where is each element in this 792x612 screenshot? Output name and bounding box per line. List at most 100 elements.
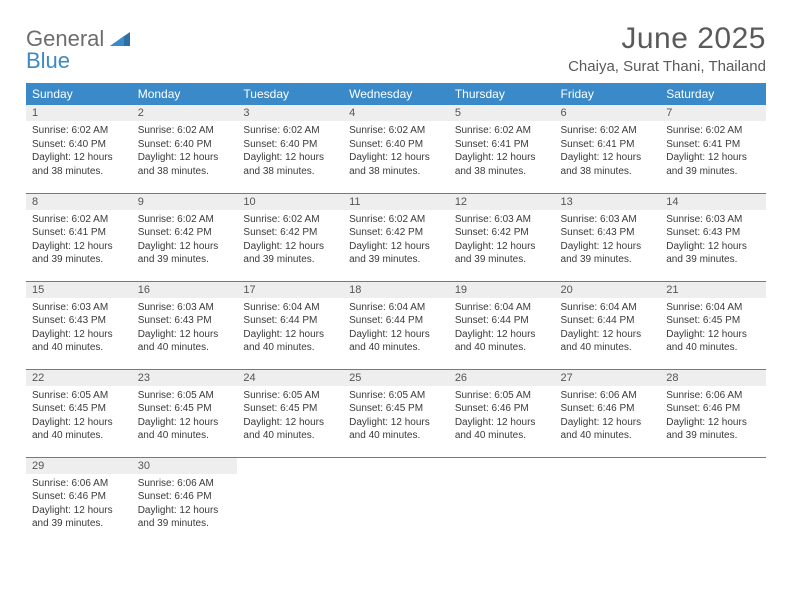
calendar-day-cell: 26Sunrise: 6:05 AMSunset: 6:46 PMDayligh… — [449, 369, 555, 457]
day-details: Sunrise: 6:05 AMSunset: 6:45 PMDaylight:… — [132, 386, 238, 447]
day-number: 22 — [26, 370, 132, 386]
day-details: Sunrise: 6:04 AMSunset: 6:44 PMDaylight:… — [237, 298, 343, 359]
day-details: Sunrise: 6:05 AMSunset: 6:45 PMDaylight:… — [26, 386, 132, 447]
calendar-day-cell: 17Sunrise: 6:04 AMSunset: 6:44 PMDayligh… — [237, 281, 343, 369]
day-details: Sunrise: 6:02 AMSunset: 6:40 PMDaylight:… — [132, 121, 238, 182]
calendar-day-cell: 16Sunrise: 6:03 AMSunset: 6:43 PMDayligh… — [132, 281, 238, 369]
day-details: Sunrise: 6:02 AMSunset: 6:40 PMDaylight:… — [237, 121, 343, 182]
day-number: 18 — [343, 282, 449, 298]
calendar-day-cell: 10Sunrise: 6:02 AMSunset: 6:42 PMDayligh… — [237, 193, 343, 281]
calendar-day-cell: 15Sunrise: 6:03 AMSunset: 6:43 PMDayligh… — [26, 281, 132, 369]
calendar-day-cell: 18Sunrise: 6:04 AMSunset: 6:44 PMDayligh… — [343, 281, 449, 369]
day-number: 14 — [660, 194, 766, 210]
calendar-day-cell: 2Sunrise: 6:02 AMSunset: 6:40 PMDaylight… — [132, 105, 238, 193]
calendar-day-cell: 6Sunrise: 6:02 AMSunset: 6:41 PMDaylight… — [555, 105, 661, 193]
brand-logo: General Blue — [26, 22, 130, 72]
day-number: 25 — [343, 370, 449, 386]
day-number: 13 — [555, 194, 661, 210]
day-number: 16 — [132, 282, 238, 298]
calendar-day-cell: 4Sunrise: 6:02 AMSunset: 6:40 PMDaylight… — [343, 105, 449, 193]
day-details: Sunrise: 6:03 AMSunset: 6:43 PMDaylight:… — [555, 210, 661, 271]
calendar-day-cell: 11Sunrise: 6:02 AMSunset: 6:42 PMDayligh… — [343, 193, 449, 281]
calendar-day-cell: 27Sunrise: 6:06 AMSunset: 6:46 PMDayligh… — [555, 369, 661, 457]
calendar-day-cell: 9Sunrise: 6:02 AMSunset: 6:42 PMDaylight… — [132, 193, 238, 281]
day-number: 11 — [343, 194, 449, 210]
brand-word2: Blue — [26, 48, 70, 73]
day-details: Sunrise: 6:02 AMSunset: 6:42 PMDaylight:… — [132, 210, 238, 271]
day-details: Sunrise: 6:06 AMSunset: 6:46 PMDaylight:… — [132, 474, 238, 535]
day-details: Sunrise: 6:03 AMSunset: 6:43 PMDaylight:… — [132, 298, 238, 359]
weekday-header: Sunday — [26, 83, 132, 105]
month-title: June 2025 — [568, 22, 766, 56]
day-number: 8 — [26, 194, 132, 210]
day-details: Sunrise: 6:06 AMSunset: 6:46 PMDaylight:… — [26, 474, 132, 535]
day-number: 29 — [26, 458, 132, 474]
calendar-day-cell: 12Sunrise: 6:03 AMSunset: 6:42 PMDayligh… — [449, 193, 555, 281]
day-number: 30 — [132, 458, 238, 474]
day-number: 6 — [555, 105, 661, 121]
weekday-header: Saturday — [660, 83, 766, 105]
day-number: 4 — [343, 105, 449, 121]
calendar-day-cell: 24Sunrise: 6:05 AMSunset: 6:45 PMDayligh… — [237, 369, 343, 457]
day-number: 19 — [449, 282, 555, 298]
calendar-table: Sunday Monday Tuesday Wednesday Thursday… — [26, 83, 766, 545]
day-number: 23 — [132, 370, 238, 386]
location-text: Chaiya, Surat Thani, Thailand — [568, 58, 766, 75]
calendar-day-cell — [555, 457, 661, 545]
day-details: Sunrise: 6:03 AMSunset: 6:43 PMDaylight:… — [26, 298, 132, 359]
day-details: Sunrise: 6:04 AMSunset: 6:44 PMDaylight:… — [449, 298, 555, 359]
day-number: 17 — [237, 282, 343, 298]
day-details: Sunrise: 6:04 AMSunset: 6:44 PMDaylight:… — [555, 298, 661, 359]
day-number: 12 — [449, 194, 555, 210]
day-details: Sunrise: 6:02 AMSunset: 6:41 PMDaylight:… — [555, 121, 661, 182]
title-block: June 2025 Chaiya, Surat Thani, Thailand — [568, 22, 766, 75]
day-number: 2 — [132, 105, 238, 121]
weekday-header: Tuesday — [237, 83, 343, 105]
calendar-day-cell: 28Sunrise: 6:06 AMSunset: 6:46 PMDayligh… — [660, 369, 766, 457]
day-details: Sunrise: 6:02 AMSunset: 6:41 PMDaylight:… — [26, 210, 132, 271]
day-number: 24 — [237, 370, 343, 386]
day-details: Sunrise: 6:05 AMSunset: 6:46 PMDaylight:… — [449, 386, 555, 447]
calendar-day-cell: 8Sunrise: 6:02 AMSunset: 6:41 PMDaylight… — [26, 193, 132, 281]
calendar-day-cell: 7Sunrise: 6:02 AMSunset: 6:41 PMDaylight… — [660, 105, 766, 193]
calendar-day-cell: 19Sunrise: 6:04 AMSunset: 6:44 PMDayligh… — [449, 281, 555, 369]
calendar-day-cell — [449, 457, 555, 545]
header: General Blue June 2025 Chaiya, Surat Tha… — [26, 22, 766, 75]
calendar-day-cell — [237, 457, 343, 545]
calendar-day-cell: 23Sunrise: 6:05 AMSunset: 6:45 PMDayligh… — [132, 369, 238, 457]
calendar-day-cell: 21Sunrise: 6:04 AMSunset: 6:45 PMDayligh… — [660, 281, 766, 369]
day-details: Sunrise: 6:05 AMSunset: 6:45 PMDaylight:… — [343, 386, 449, 447]
weekday-header: Thursday — [449, 83, 555, 105]
calendar-week-row: 29Sunrise: 6:06 AMSunset: 6:46 PMDayligh… — [26, 457, 766, 545]
day-number: 7 — [660, 105, 766, 121]
calendar-day-cell: 25Sunrise: 6:05 AMSunset: 6:45 PMDayligh… — [343, 369, 449, 457]
weekday-header: Wednesday — [343, 83, 449, 105]
day-number: 5 — [449, 105, 555, 121]
day-number: 21 — [660, 282, 766, 298]
day-details: Sunrise: 6:05 AMSunset: 6:45 PMDaylight:… — [237, 386, 343, 447]
weekday-header: Monday — [132, 83, 238, 105]
day-number: 15 — [26, 282, 132, 298]
day-details: Sunrise: 6:02 AMSunset: 6:40 PMDaylight:… — [343, 121, 449, 182]
calendar-day-cell: 5Sunrise: 6:02 AMSunset: 6:41 PMDaylight… — [449, 105, 555, 193]
weekday-header-row: Sunday Monday Tuesday Wednesday Thursday… — [26, 83, 766, 105]
calendar-page: General Blue June 2025 Chaiya, Surat Tha… — [0, 0, 792, 555]
day-details: Sunrise: 6:03 AMSunset: 6:43 PMDaylight:… — [660, 210, 766, 271]
calendar-day-cell — [343, 457, 449, 545]
day-details: Sunrise: 6:02 AMSunset: 6:42 PMDaylight:… — [343, 210, 449, 271]
calendar-week-row: 22Sunrise: 6:05 AMSunset: 6:45 PMDayligh… — [26, 369, 766, 457]
weekday-header: Friday — [555, 83, 661, 105]
day-details: Sunrise: 6:04 AMSunset: 6:44 PMDaylight:… — [343, 298, 449, 359]
calendar-day-cell: 29Sunrise: 6:06 AMSunset: 6:46 PMDayligh… — [26, 457, 132, 545]
calendar-day-cell: 3Sunrise: 6:02 AMSunset: 6:40 PMDaylight… — [237, 105, 343, 193]
day-number: 3 — [237, 105, 343, 121]
brand-text: General Blue — [26, 28, 130, 72]
day-details: Sunrise: 6:06 AMSunset: 6:46 PMDaylight:… — [555, 386, 661, 447]
day-details: Sunrise: 6:02 AMSunset: 6:40 PMDaylight:… — [26, 121, 132, 182]
day-details: Sunrise: 6:02 AMSunset: 6:41 PMDaylight:… — [660, 121, 766, 182]
calendar-day-cell: 30Sunrise: 6:06 AMSunset: 6:46 PMDayligh… — [132, 457, 238, 545]
day-number: 28 — [660, 370, 766, 386]
calendar-day-cell: 20Sunrise: 6:04 AMSunset: 6:44 PMDayligh… — [555, 281, 661, 369]
day-number: 27 — [555, 370, 661, 386]
calendar-day-cell: 1Sunrise: 6:02 AMSunset: 6:40 PMDaylight… — [26, 105, 132, 193]
